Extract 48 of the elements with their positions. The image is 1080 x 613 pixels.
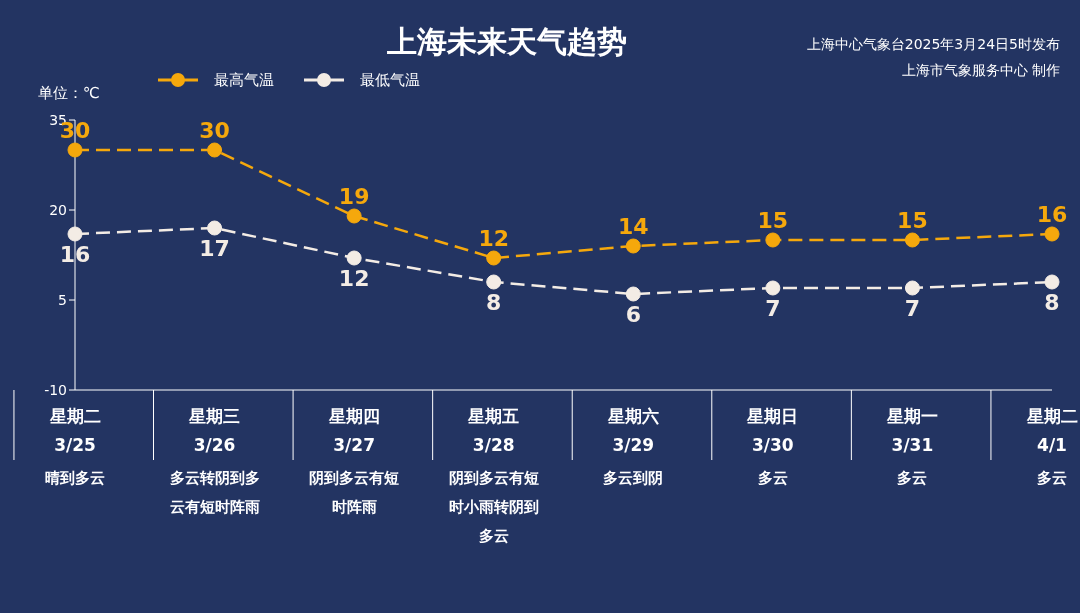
- data-label: 19: [338, 184, 370, 209]
- x-tick-label: 星期五 3/28 阴到多云有短时小雨转阴到多云: [448, 406, 539, 545]
- x-tick-label: 星期二 4/1 多云: [1025, 406, 1078, 487]
- data-label: 15: [757, 208, 789, 233]
- point: [904, 232, 920, 248]
- point: [346, 250, 362, 266]
- data-label: 8: [486, 289, 502, 315]
- point: [625, 238, 641, 254]
- point: [904, 280, 920, 296]
- point: [207, 220, 223, 236]
- data-label: 7: [904, 295, 921, 321]
- x-tick-label: 星期三 3/26 多云转阴到多云有短时阵雨: [169, 406, 260, 516]
- text: 上海中心气象台2025年3月24日5时发布: [806, 35, 1060, 54]
- point: [207, 142, 223, 158]
- text: 上海市气象服务中心 制作: [901, 61, 1060, 80]
- x-tick-label: 星期六 3/29 多云到阴: [603, 406, 664, 487]
- data-label: 14: [617, 214, 649, 239]
- data-label: 6: [625, 301, 641, 327]
- data-label: 16: [59, 241, 91, 267]
- data-label: 12: [338, 265, 370, 291]
- y-tick-label: 5: [58, 291, 67, 308]
- point: [486, 274, 502, 290]
- data-label: 15: [897, 208, 928, 233]
- data-label: 7: [765, 295, 781, 321]
- point: [1044, 226, 1060, 242]
- point: [67, 142, 83, 158]
- legend-label: 最低气温: [360, 70, 420, 90]
- data-label: 30: [199, 118, 230, 143]
- point: [765, 280, 781, 296]
- y-tick-label: 20: [49, 201, 67, 218]
- point: [67, 226, 83, 242]
- point: [625, 286, 641, 302]
- x-tick-label: 星期二 3/25 晴到多云: [45, 406, 105, 487]
- data-label: 16: [1036, 202, 1068, 227]
- x-tick-label: 星期一 3/31 多云: [885, 406, 938, 487]
- point: [765, 232, 781, 248]
- point: [346, 208, 362, 224]
- legend-label: 最高气温: [214, 70, 274, 90]
- data-label: 17: [199, 235, 230, 261]
- data-label: 12: [478, 226, 510, 251]
- data-label: 8: [1044, 289, 1060, 315]
- y-axis-title: 单位：℃: [38, 83, 100, 103]
- x-tick-label: 星期日 3/30 多云: [746, 406, 799, 487]
- y-tick-label: -10: [44, 381, 67, 398]
- point: [1044, 274, 1060, 290]
- point: [486, 250, 502, 266]
- x-tick-label: 星期四 3/27 阴到多云有短时阵雨: [309, 406, 400, 516]
- chart-title: 上海未来天气趋势: [387, 24, 627, 60]
